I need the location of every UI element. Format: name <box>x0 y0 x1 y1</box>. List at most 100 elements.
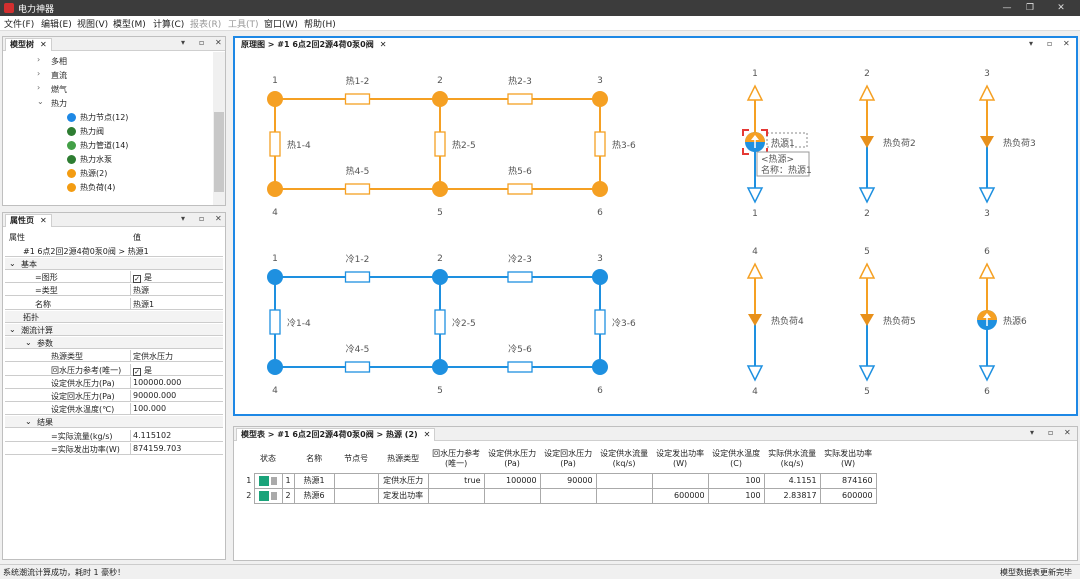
table-cell[interactable] <box>333 487 379 504</box>
property-value[interactable]: 热源1 <box>133 299 155 309</box>
column-header[interactable]: 节点号 <box>334 445 378 473</box>
tree-item-2[interactable]: › 燃气 <box>3 83 211 96</box>
column-header[interactable]: 设定供水温度 (C) <box>708 445 764 473</box>
menu-report[interactable]: 报表(R) <box>190 20 222 30</box>
property-value[interactable]: ✓ 是 <box>133 272 152 284</box>
table-cell[interactable] <box>483 487 541 504</box>
tree-item-7[interactable]: 热力水泵 <box>3 153 211 166</box>
close-icon[interactable]: ✕ <box>40 216 47 225</box>
chevron-down-icon[interactable]: ⌄ <box>25 417 32 427</box>
heat-network-diagram[interactable]: 热1-2 热2-3 热4-5 热5-6 热1-4 热2-5 热3-6 1 2 3 4 5 6 冷1-2 冷2… <box>235 54 1076 414</box>
table-cell[interactable]: 600000 <box>651 487 709 504</box>
menu-compute[interactable]: 计算(C) <box>153 20 185 30</box>
float-icon[interactable]: ▫ <box>199 214 205 223</box>
table-cell[interactable] <box>595 487 653 504</box>
column-header[interactable]: 名称 <box>294 445 334 473</box>
menu-file[interactable]: 文件(F) <box>4 20 35 30</box>
property-row[interactable]: 设定供水温度(℃) 100.000 <box>5 403 223 416</box>
tab-model-tree[interactable]: 模型树 ✕ <box>5 38 52 51</box>
tree-item-9[interactable]: 热负荷(4) <box>3 181 211 194</box>
table-cell[interactable] <box>539 487 597 504</box>
property-row[interactable]: =图形 ✓ 是 <box>5 271 223 284</box>
menu-help[interactable]: 帮助(H) <box>304 20 336 30</box>
close-icon[interactable]: ✕ <box>40 40 47 49</box>
column-header[interactable] <box>282 445 294 473</box>
table-cell[interactable]: 100000 <box>483 472 541 489</box>
table-cell[interactable]: 100 <box>707 487 765 504</box>
close-icon[interactable]: ✕ <box>1063 39 1070 48</box>
float-icon[interactable]: ▫ <box>199 38 205 47</box>
table-row[interactable]: 2 2 热源6 定发出功率 600000 100 2.83817 600000 <box>244 487 877 504</box>
tree-scrollbar[interactable] <box>213 52 225 205</box>
property-value[interactable]: 90000.000 <box>133 391 177 400</box>
menu-view[interactable]: 视图(V) <box>77 20 109 30</box>
property-value[interactable]: 100.000 <box>133 404 167 414</box>
table-cell[interactable]: 1 <box>281 472 295 489</box>
column-header[interactable]: 实际供水流量 (kq/s) <box>764 445 820 473</box>
float-icon[interactable]: ▫ <box>1047 39 1053 48</box>
property-group[interactable]: ⌄ 潮流计算 <box>5 324 223 336</box>
table-cell[interactable]: 定发出功率 <box>377 487 429 504</box>
tab-model-table[interactable]: 模型表 > #1 6点2回2源4荷0泵0阀 > 热源 (2) ✕ <box>236 428 436 441</box>
tree-item-1[interactable]: › 直流 <box>3 69 211 82</box>
table-cell[interactable] <box>333 472 379 489</box>
dropdown-icon[interactable]: ▾ <box>1029 39 1034 48</box>
property-value[interactable]: 热源 <box>133 286 149 296</box>
property-group[interactable]: ⌄ 参数 <box>5 337 223 350</box>
property-row[interactable]: 回水压力参考(唯一) ✓ 是 <box>5 363 223 376</box>
table-cell[interactable] <box>651 472 709 489</box>
column-header[interactable]: 热源类型 <box>378 445 428 473</box>
property-row[interactable]: 设定供水压力(Pa) 100000.000 <box>5 376 223 389</box>
dropdown-icon[interactable]: ▾ <box>181 38 186 47</box>
close-icon[interactable]: ✕ <box>1064 428 1071 437</box>
menu-window[interactable]: 窗口(W) <box>264 20 298 30</box>
tree-item-8[interactable]: 热源(2) <box>3 167 211 180</box>
table-cell[interactable]: 90000 <box>539 472 597 489</box>
property-value[interactable]: ✓ 是 <box>133 365 152 376</box>
table-cell[interactable] <box>427 487 485 504</box>
table-cell[interactable]: 定供水压力 <box>377 472 429 489</box>
chevron-right-icon[interactable]: › <box>37 55 41 64</box>
table-cell[interactable]: 600000 <box>819 487 877 504</box>
property-value[interactable]: 定供水压力 <box>133 352 173 362</box>
checkbox[interactable]: ✓ <box>133 275 141 284</box>
chevron-down-icon[interactable]: ⌄ <box>37 97 44 106</box>
chevron-down-icon[interactable]: ⌄ <box>9 325 16 334</box>
chevron-right-icon[interactable]: › <box>37 69 41 78</box>
scrollbar-thumb[interactable] <box>214 112 224 192</box>
menu-edit[interactable]: 编辑(E) <box>41 20 72 30</box>
status-cell[interactable] <box>253 472 283 489</box>
table-cell[interactable]: 热源1 <box>293 472 335 489</box>
menu-tools[interactable]: 工具(T) <box>228 20 259 30</box>
table-cell[interactable]: 热源6 <box>293 487 335 504</box>
property-row[interactable]: 名称 热源1 <box>5 297 223 310</box>
property-group[interactable]: 拓扑 <box>5 310 223 323</box>
column-header[interactable]: 设定供水流量 (kq/s) <box>596 445 652 473</box>
property-row[interactable]: =实际流量(kg/s) 4.115102 <box>5 429 223 442</box>
checkbox[interactable]: ✓ <box>133 367 141 376</box>
table-cell[interactable] <box>595 472 653 489</box>
property-value[interactable]: 4.115102 <box>133 430 172 440</box>
maximize-button[interactable]: ❐ <box>1025 3 1035 13</box>
table-cell[interactable]: 2 <box>281 487 295 504</box>
column-header[interactable]: 设定发出功率 (W) <box>652 445 708 473</box>
minimize-button[interactable]: — <box>1002 3 1012 13</box>
close-icon[interactable]: ✕ <box>379 40 387 49</box>
status-cell[interactable] <box>253 487 283 504</box>
property-row[interactable]: 热源类型 定供水压力 <box>5 350 223 363</box>
tab-properties[interactable]: 属性页 ✕ <box>5 214 52 227</box>
table-cell[interactable]: 2.83817 <box>763 487 821 504</box>
table-cell[interactable]: 4.1151 <box>763 472 821 489</box>
property-value[interactable]: 874159.703 <box>133 443 182 453</box>
close-button[interactable]: ✕ <box>1057 3 1065 13</box>
close-icon[interactable]: ✕ <box>423 430 431 439</box>
column-header[interactable]: 设定回水压力 (Pa) <box>540 445 596 473</box>
chevron-right-icon[interactable]: › <box>37 83 41 92</box>
property-row[interactable]: =实际发出功率(W) 874159.703 <box>5 442 223 455</box>
property-row[interactable]: =类型 热源 <box>5 284 223 297</box>
column-header[interactable]: 状态 <box>254 445 282 473</box>
dropdown-icon[interactable]: ▾ <box>1030 428 1035 437</box>
column-header[interactable]: 设定供水压力 (Pa) <box>484 445 540 473</box>
float-icon[interactable]: ▫ <box>1048 428 1054 437</box>
property-group[interactable]: ⌄ 基本 <box>5 258 223 270</box>
